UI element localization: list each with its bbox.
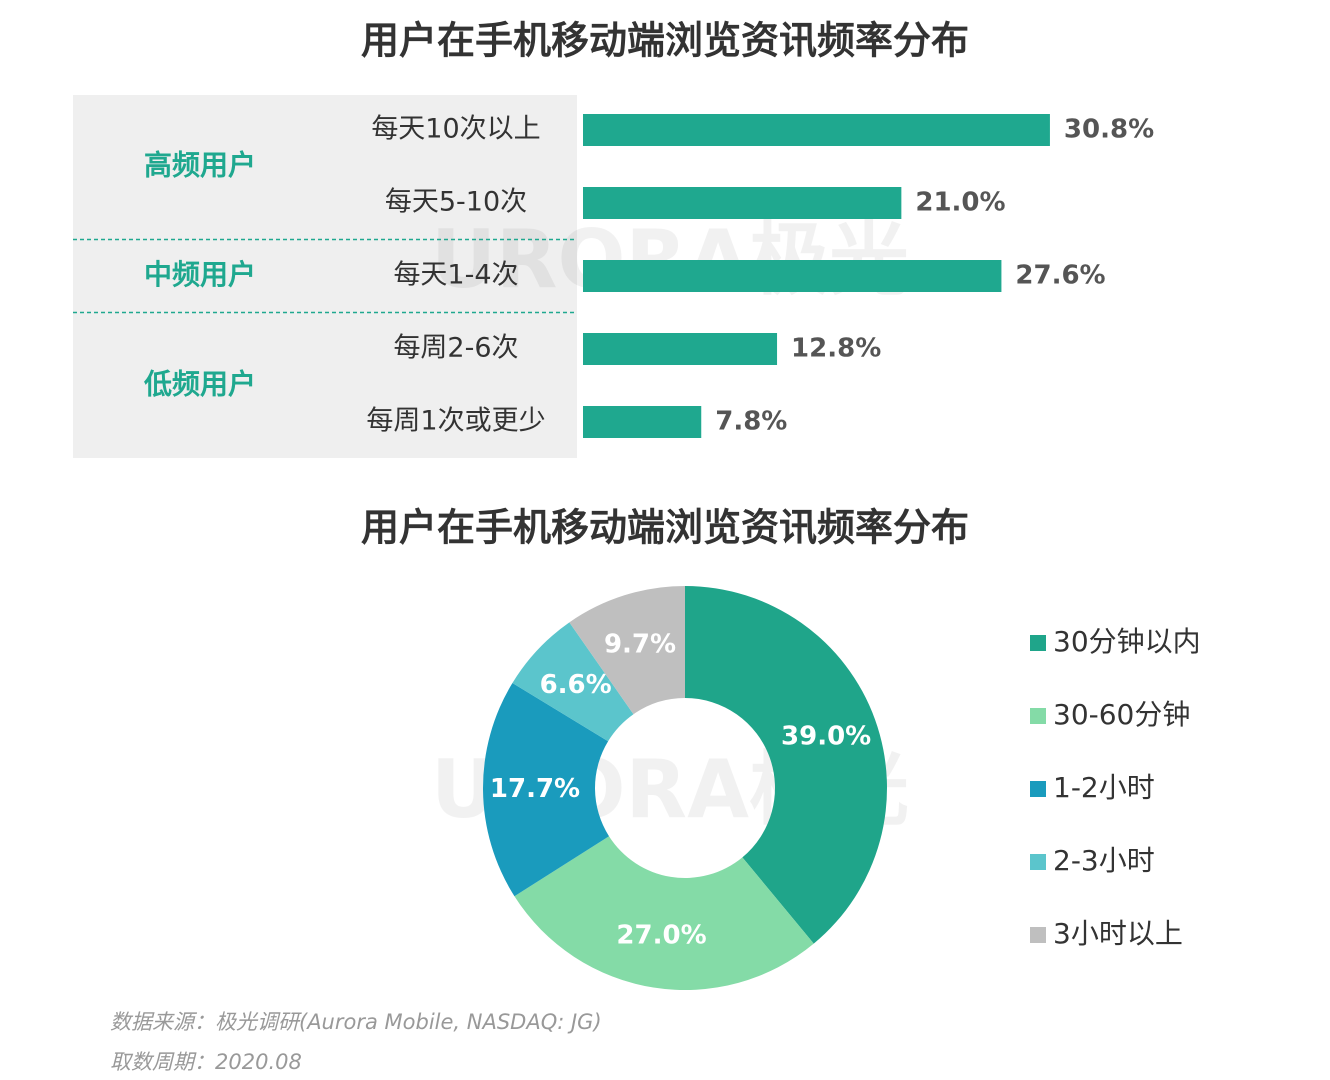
category-label: 每周2-6次 (393, 333, 518, 364)
legend-swatch (1030, 854, 1046, 870)
footer-period: 取数周期：2020.08 (110, 1050, 302, 1074)
group-label: 高频用户 (144, 149, 256, 182)
legend-label: 1-2小时 (1053, 771, 1155, 804)
slice-label: 27.0% (616, 921, 706, 951)
category-label: 每天1-4次 (393, 260, 518, 291)
bar (583, 187, 902, 219)
legend-label: 2-3小时 (1053, 844, 1155, 877)
group-label: 中频用户 (144, 258, 256, 291)
legend-label: 30-60分钟 (1053, 698, 1190, 731)
bar (583, 260, 1002, 292)
donut-slice (512, 622, 634, 742)
donut-slice (569, 586, 685, 715)
donut-slice (483, 682, 610, 897)
value-label: 12.8% (791, 334, 881, 364)
bar (583, 333, 778, 365)
slice-label: 39.0% (781, 722, 871, 752)
donut-slice (685, 586, 887, 944)
slice-label: 9.7% (604, 629, 676, 659)
legend-swatch (1030, 635, 1046, 651)
slice-label: 6.6% (540, 670, 612, 700)
donut-slice (514, 836, 814, 990)
value-label: 21.0% (915, 188, 1005, 218)
group-panel (73, 95, 577, 458)
legend-label: 3小时以上 (1053, 917, 1183, 950)
value-label: 7.8% (715, 407, 787, 437)
legend-swatch (1030, 927, 1046, 943)
category-label: 每天10次以上 (371, 114, 540, 145)
slice-label: 17.7% (490, 774, 580, 804)
value-label: 27.6% (1015, 261, 1105, 291)
category-label: 每周1次或更少 (366, 406, 545, 437)
chart-title: 用户在手机移动端浏览资讯频率分布 (361, 506, 969, 550)
legend-label: 30分钟以内 (1053, 625, 1201, 658)
bar (583, 114, 1050, 146)
category-label: 每天5-10次 (385, 187, 527, 218)
legend-swatch (1030, 708, 1046, 724)
legend-swatch (1030, 781, 1046, 797)
bar (583, 406, 702, 438)
footer-source: 数据来源：极光调研(Aurora Mobile, NASDAQ: JG) (110, 1010, 602, 1034)
group-label: 低频用户 (143, 368, 256, 401)
chart-title: 用户在手机移动端浏览资讯频率分布 (361, 19, 969, 63)
value-label: 30.8% (1064, 115, 1154, 145)
